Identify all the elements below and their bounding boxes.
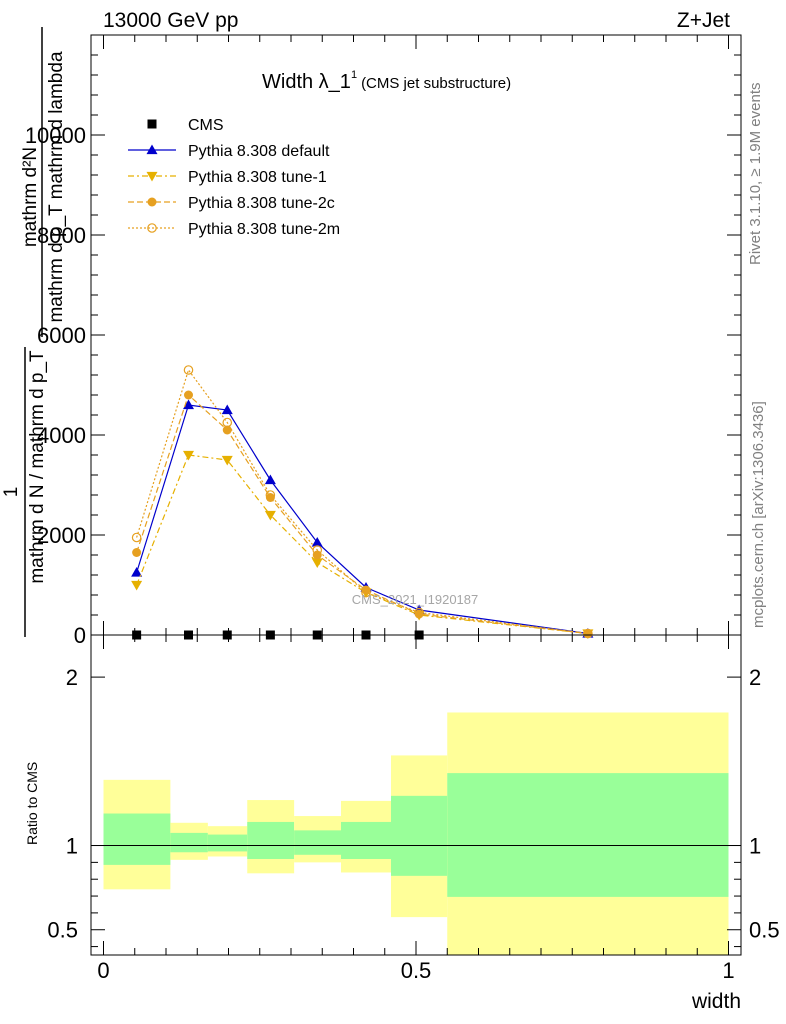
y-tick-label: 8000 <box>37 223 86 248</box>
y-axis-label: mathrm d²N mathrm d p_T mathrm d lambda … <box>1 27 67 637</box>
legend-entry-3: Pythia 8.308 tune-2c <box>128 195 335 212</box>
ylabel-line-2: mathrm d p_T mathrm d lambda <box>46 51 67 322</box>
plot-title-sup: 1 <box>351 69 357 81</box>
ratio-band-inner <box>247 821 295 859</box>
plot-title-main: Width λ_1 <box>262 71 351 93</box>
plot-title-sub: (CMS jet substructure) <box>361 75 511 92</box>
ratio-axis-ticks: 0.5 0.5 1 1 2 2 0 0.5 1 <box>47 635 780 983</box>
x-tick-label: 1 <box>722 958 734 983</box>
ratio-y-tick-label-left: 0.5 <box>47 918 78 943</box>
data-point <box>183 450 194 461</box>
data-point <box>132 548 142 557</box>
series-line-4 <box>136 368 588 635</box>
data-point <box>583 628 593 639</box>
ratio-band-inner <box>207 834 248 852</box>
data-point <box>361 585 371 595</box>
legend-label: Pythia 8.308 default <box>188 143 330 160</box>
rivet-label: Rivet 3.1.10, ≥ 1.9M events <box>747 83 764 266</box>
data-point <box>264 510 276 521</box>
data-point <box>131 532 142 543</box>
y-tick-label: 0 <box>74 623 86 648</box>
data-point <box>222 425 232 435</box>
analysis-watermark: CMS_2021_I1920187 <box>352 592 479 607</box>
series-line-1 <box>136 404 588 635</box>
legend-entry-1: Pythia 8.308 default <box>128 143 330 160</box>
series-4 <box>131 365 593 639</box>
legend: CMS Pythia 8.308 default Pythia 8.308 tune… <box>128 117 340 238</box>
data-point <box>221 404 233 415</box>
plot-title: Width λ_11 (CMS jet substructure) <box>262 69 511 93</box>
ratio-ylabel: Ratio to CMS <box>24 762 40 845</box>
legend-entry-0: CMS <box>147 117 224 134</box>
legend-label: Pythia 8.308 tune-2m <box>188 221 340 238</box>
legend-entry-4: Pythia 8.308 tune-2m <box>128 221 340 238</box>
legend-marker <box>147 197 157 207</box>
ratio-y-tick-label-right: 0.5 <box>749 918 780 943</box>
data-point <box>414 607 424 618</box>
y-tick-label: 2000 <box>37 523 86 548</box>
series-2 <box>131 450 594 639</box>
ylabel-line-3: 1 <box>1 487 22 498</box>
main-axis-ticks: 0 2000 4000 6000 8000 10000 <box>25 34 741 648</box>
legend-label: CMS <box>188 117 224 134</box>
ratio-band-inner <box>170 832 208 853</box>
series-3 <box>132 390 593 638</box>
ratio-band-inner <box>294 830 341 855</box>
ratio-y-tick-label-left: 1 <box>66 834 78 859</box>
header-right: Z+Jet <box>677 9 730 32</box>
data-point <box>221 455 233 466</box>
data-point <box>311 537 323 547</box>
y-tick-label: 10000 <box>25 123 86 148</box>
ratio-bands <box>91 712 741 955</box>
data-point <box>361 587 371 598</box>
data-point <box>264 474 276 485</box>
data-point <box>184 390 193 400</box>
series-line-3 <box>136 393 588 635</box>
data-point <box>265 493 275 502</box>
legend-entry-2: Pythia 8.308 tune-1 <box>128 169 327 186</box>
series-line-2 <box>136 454 588 635</box>
mcplots-label: mcplots.cern.ch [arXiv:1306.3436] <box>750 401 767 628</box>
legend-marker <box>147 223 157 233</box>
data-point <box>265 490 276 500</box>
x-tick-label: 0.5 <box>401 958 432 983</box>
data-point <box>131 567 143 577</box>
ratio-y-tick-label-right: 2 <box>749 665 761 690</box>
legend-marker <box>146 144 158 155</box>
legend-marker <box>147 119 157 129</box>
data-point <box>131 580 143 591</box>
y-tick-label: 4000 <box>37 423 86 448</box>
data-point <box>183 365 194 375</box>
legend-marker <box>146 171 158 182</box>
header-left: 13000 GeV pp <box>103 9 238 32</box>
y-tick-label: 6000 <box>37 323 86 348</box>
ylabel-line-1: mathrm d²N <box>20 147 41 247</box>
x-axis-label: width <box>691 990 741 1013</box>
legend-label: Pythia 8.308 tune-2c <box>188 195 335 212</box>
ratio-y-tick-label-right: 1 <box>749 834 761 859</box>
data-point <box>312 545 323 555</box>
ratio-band-inner <box>447 773 729 897</box>
ratio-y-tick-label-left: 2 <box>66 665 78 690</box>
ratio-band-inner <box>103 813 171 865</box>
legend-label: Pythia 8.308 tune-1 <box>188 169 327 186</box>
ratio-band-inner <box>341 821 391 859</box>
data-point <box>222 417 233 428</box>
x-tick-label: 0 <box>97 958 109 983</box>
ratio-band-inner <box>391 795 448 876</box>
ylabel-line-4: mathrm d N / mathrm d p_T <box>27 350 48 584</box>
data-point <box>183 399 194 410</box>
data-point <box>311 558 323 568</box>
